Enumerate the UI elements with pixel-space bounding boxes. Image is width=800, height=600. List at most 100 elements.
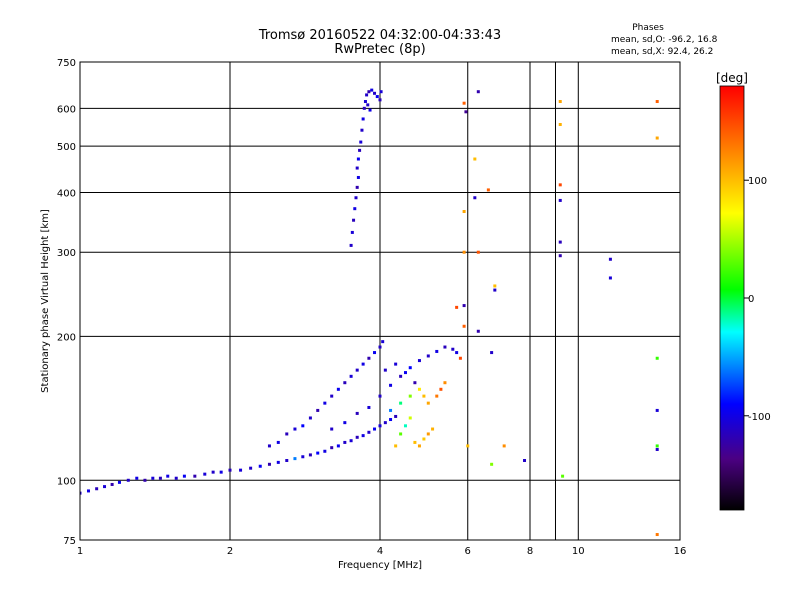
data-point [182, 474, 186, 478]
data-point [352, 218, 356, 222]
data-point [293, 457, 297, 461]
data-point [349, 374, 353, 378]
data-point [358, 148, 362, 152]
data-point [293, 427, 297, 431]
y-tick-label: 600 [57, 104, 76, 115]
data-point [655, 356, 659, 360]
data-point [399, 374, 403, 378]
y-tick-label: 300 [57, 248, 76, 259]
y-tick-label: 750 [57, 58, 76, 69]
data-point [353, 207, 357, 211]
data-point [239, 468, 243, 472]
data-point [608, 276, 612, 280]
y-tick-label: 75 [63, 536, 76, 547]
data-point [361, 362, 365, 366]
data-point [143, 478, 147, 482]
colorbar-tick-label: 100 [748, 176, 767, 187]
data-point [439, 387, 443, 391]
data-point [336, 444, 340, 448]
data-point [349, 243, 353, 247]
data-point [267, 462, 271, 466]
y-axis-ticks: 75 100 200 300 400 500 600 750 [57, 58, 76, 547]
data-point [368, 108, 372, 112]
data-point [355, 166, 359, 170]
data-point [203, 472, 207, 476]
data-point [655, 408, 659, 412]
data-point [558, 100, 562, 104]
data-point [356, 157, 360, 161]
data-point [493, 284, 497, 288]
data-point [417, 444, 421, 448]
data-point [493, 288, 497, 292]
data-point [381, 340, 385, 344]
data-point [462, 250, 466, 254]
x-tick-label: 16 [674, 546, 687, 557]
data-point [367, 90, 371, 94]
data-point [561, 474, 565, 478]
data-point [413, 440, 417, 444]
data-point [417, 387, 421, 391]
data-point [394, 444, 398, 448]
data-point [285, 432, 289, 436]
data-point [464, 110, 468, 114]
data-point [655, 447, 659, 451]
data-point [476, 329, 480, 333]
data-point [486, 188, 490, 192]
data-point [362, 106, 366, 110]
data-point [367, 430, 371, 434]
data-point [228, 468, 232, 472]
data-point [80, 491, 82, 495]
data-point [343, 381, 347, 385]
y-tick-label: 400 [57, 188, 76, 199]
data-point [408, 416, 412, 420]
data-point [655, 136, 659, 140]
data-point [375, 95, 379, 99]
x-tick-label: 6 [465, 546, 471, 557]
data-point [383, 421, 387, 425]
data-point [655, 100, 659, 104]
data-point [258, 464, 262, 468]
data-point [350, 230, 354, 234]
data-point [431, 427, 435, 431]
data-point [378, 394, 382, 398]
data-point [126, 478, 130, 482]
data-point [267, 444, 271, 448]
data-point [403, 424, 407, 428]
data-point [394, 414, 398, 418]
data-point [211, 470, 215, 474]
colorbar [720, 86, 744, 510]
y-tick-label: 200 [57, 332, 76, 343]
data-point [389, 383, 393, 387]
data-point [355, 411, 359, 415]
data-point [389, 418, 393, 422]
colorbar-label: [deg] [716, 71, 748, 85]
data-point [285, 458, 289, 462]
data-point [435, 349, 439, 353]
x-tick-label: 2 [227, 546, 233, 557]
data-point [394, 362, 398, 366]
data-point [378, 345, 382, 349]
data-point [249, 466, 253, 470]
data-point [193, 474, 197, 478]
data-point [308, 453, 312, 457]
data-point [443, 345, 447, 349]
stats-line-o: mean, sd,O: -96.2, 16.8 [611, 35, 718, 45]
data-point [323, 401, 327, 405]
data-point [378, 98, 382, 102]
data-point [330, 427, 334, 431]
data-point [473, 157, 477, 161]
data-point [373, 351, 377, 355]
data-point [558, 198, 562, 202]
data-point [135, 476, 139, 480]
data-point [422, 394, 426, 398]
data-point [355, 435, 359, 439]
data-point [451, 347, 455, 351]
plot-frame [79, 61, 681, 541]
data-point [558, 240, 562, 244]
data-point [476, 90, 480, 94]
data-point [360, 128, 364, 132]
x-tick-label: 1 [77, 546, 83, 557]
x-axis-ticks: 1 2 4 6 8 10 16 [77, 546, 687, 557]
data-point [301, 424, 305, 428]
data-point [455, 305, 459, 309]
